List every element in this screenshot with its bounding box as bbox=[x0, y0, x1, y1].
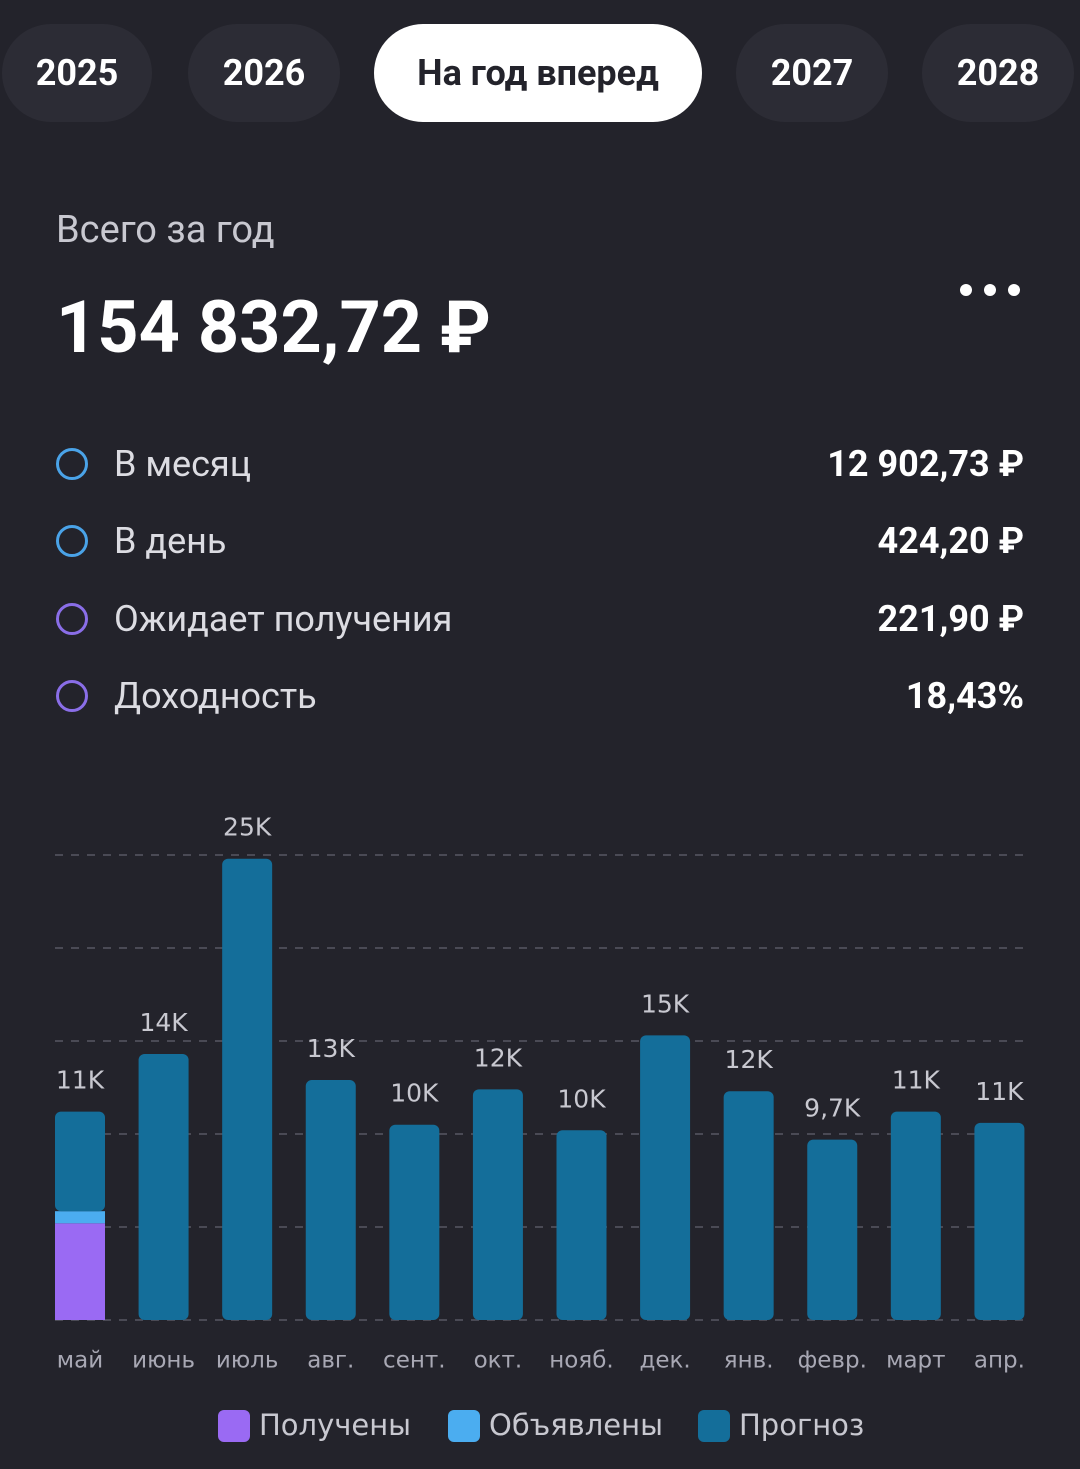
bar-value-label: 10K bbox=[390, 1079, 439, 1108]
x-tick-label: июнь bbox=[132, 1348, 195, 1374]
stat-row: Ожидает получения 221,90 ₽ bbox=[56, 597, 1024, 641]
bar-segment bbox=[222, 858, 273, 1320]
bar-value-label: 25K bbox=[223, 813, 272, 842]
stat-row: В день 424,20 ₽ bbox=[56, 519, 1024, 563]
bar-value-label: 13K bbox=[307, 1034, 356, 1063]
bar-segment bbox=[55, 1211, 105, 1224]
stat-value: 18,43% bbox=[905, 675, 1024, 717]
bar-segment bbox=[807, 1139, 858, 1320]
stat-row: В месяц 12 902,73 ₽ bbox=[56, 442, 1024, 486]
stat-value: 221,90 ₽ bbox=[877, 598, 1024, 640]
bar-value-label: 12K bbox=[725, 1045, 774, 1074]
year-tab[interactable]: 2027 bbox=[736, 24, 888, 122]
bar-segment bbox=[974, 1122, 1025, 1320]
bar-value-label: 12K bbox=[474, 1043, 523, 1072]
stat-row: Доходность 18,43% bbox=[56, 674, 1024, 718]
legend-swatch bbox=[448, 1410, 480, 1442]
legend-swatch bbox=[698, 1410, 730, 1442]
bar-value-label: 11K bbox=[975, 1077, 1024, 1106]
legend-label: Прогноз bbox=[739, 1408, 864, 1442]
more-button[interactable] bbox=[958, 282, 1022, 298]
year-tab[interactable]: 2028 bbox=[922, 24, 1074, 122]
legend-swatch bbox=[218, 1410, 250, 1442]
x-tick-label: дек. bbox=[639, 1348, 690, 1374]
year-tab-active[interactable]: На год вперед bbox=[374, 24, 702, 122]
bar-segment bbox=[556, 1130, 607, 1320]
legend-label: Объявлены bbox=[489, 1408, 663, 1442]
summary-total: 154 832,72 ₽ bbox=[56, 285, 491, 370]
stat-label: Ожидает получения bbox=[114, 598, 453, 640]
x-tick-label: май bbox=[57, 1348, 103, 1374]
stat-value: 12 902,73 ₽ bbox=[827, 443, 1024, 485]
bar-value-label: 11K bbox=[56, 1066, 105, 1095]
stat-label: В день bbox=[114, 520, 227, 562]
bar-segment bbox=[640, 1035, 691, 1320]
x-tick-label: окт. bbox=[474, 1348, 523, 1374]
year-tab[interactable]: 2025 bbox=[2, 24, 152, 122]
legend-label: Получены bbox=[259, 1408, 411, 1442]
stat-label: В месяц bbox=[114, 443, 252, 485]
bar-segment bbox=[305, 1080, 356, 1320]
bar-segment bbox=[472, 1089, 523, 1320]
bar-segment bbox=[55, 1111, 105, 1212]
bar-value-label: 10K bbox=[557, 1084, 606, 1113]
stat-label: Доходность bbox=[114, 675, 317, 717]
bar-segment bbox=[55, 1223, 105, 1320]
x-tick-label: апр. bbox=[974, 1348, 1025, 1374]
x-tick-label: авг. bbox=[307, 1348, 354, 1374]
year-tab[interactable]: 2026 bbox=[188, 24, 340, 122]
stat-value: 424,20 ₽ bbox=[877, 520, 1024, 562]
bar-segment bbox=[890, 1111, 941, 1320]
x-tick-label: сент. bbox=[383, 1348, 446, 1374]
x-tick-label: янв. bbox=[724, 1348, 774, 1374]
bar-segment bbox=[723, 1091, 774, 1320]
bar-segment bbox=[389, 1124, 440, 1320]
x-tick-label: февр. bbox=[798, 1348, 867, 1374]
bar-segment bbox=[138, 1054, 189, 1320]
x-tick-label: июль bbox=[216, 1348, 279, 1374]
bar-value-label: 11K bbox=[892, 1066, 941, 1095]
x-tick-label: нояб. bbox=[549, 1348, 613, 1374]
summary-label: Всего за год bbox=[56, 208, 275, 252]
bar-value-label: 15K bbox=[641, 989, 690, 1018]
x-tick-label: март bbox=[886, 1348, 945, 1374]
bar-value-label: 14K bbox=[139, 1008, 188, 1037]
bar-value-label: 9,7K bbox=[804, 1094, 861, 1123]
